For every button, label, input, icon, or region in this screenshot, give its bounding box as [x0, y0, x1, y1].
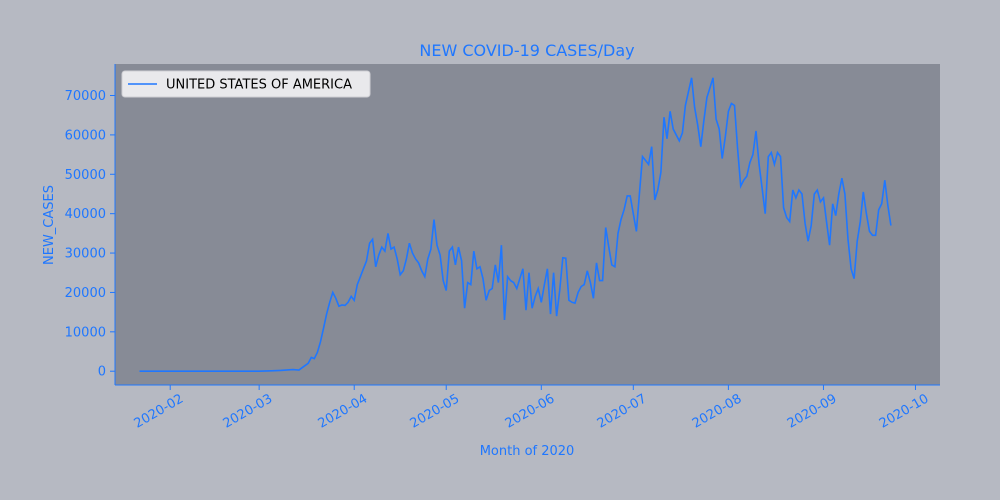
x-tick-label: 2020-02	[132, 391, 187, 431]
y-axis-label: NEW_CASES	[42, 185, 57, 265]
x-tick-label: 2020-05	[408, 391, 463, 431]
y-tick-label: 30000	[65, 247, 106, 262]
chart-title: NEW COVID-19 CASES/Day	[419, 41, 634, 60]
legend-entry: UNITED STATES OF AMERICA	[166, 78, 352, 93]
y-tick-label: 60000	[65, 128, 106, 143]
x-tick-label: 2020-03	[221, 391, 276, 431]
x-tick-label: 2020-06	[503, 391, 558, 431]
plot-area	[115, 64, 940, 385]
x-tick-label: 2020-09	[785, 391, 840, 431]
x-tick-label: 2020-07	[595, 391, 650, 431]
y-tick-label: 40000	[65, 207, 106, 222]
y-tick-label: 0	[98, 365, 106, 380]
y-tick-label: 20000	[65, 286, 106, 301]
x-tick-label: 2020-04	[316, 391, 371, 431]
y-tick-label: 10000	[65, 325, 106, 340]
x-tick-label: 2020-08	[690, 391, 745, 431]
y-tick-label: 50000	[65, 168, 106, 183]
x-axis-label: Month of 2020	[480, 444, 575, 459]
x-tick-label: 2020-10	[877, 391, 932, 431]
y-tick-label: 70000	[65, 89, 106, 104]
x-ticks: 2020-02 2020-03 2020-04 2020-05 2020-06 2020-…	[132, 385, 932, 432]
y-ticks: 0 10000 20000 30000 40000 50000 60000 70000	[65, 89, 115, 380]
series-line-united-states	[139, 77, 892, 372]
legend-box	[121, 70, 371, 98]
legend: UNITED STATES OF AMERICA	[121, 70, 371, 98]
